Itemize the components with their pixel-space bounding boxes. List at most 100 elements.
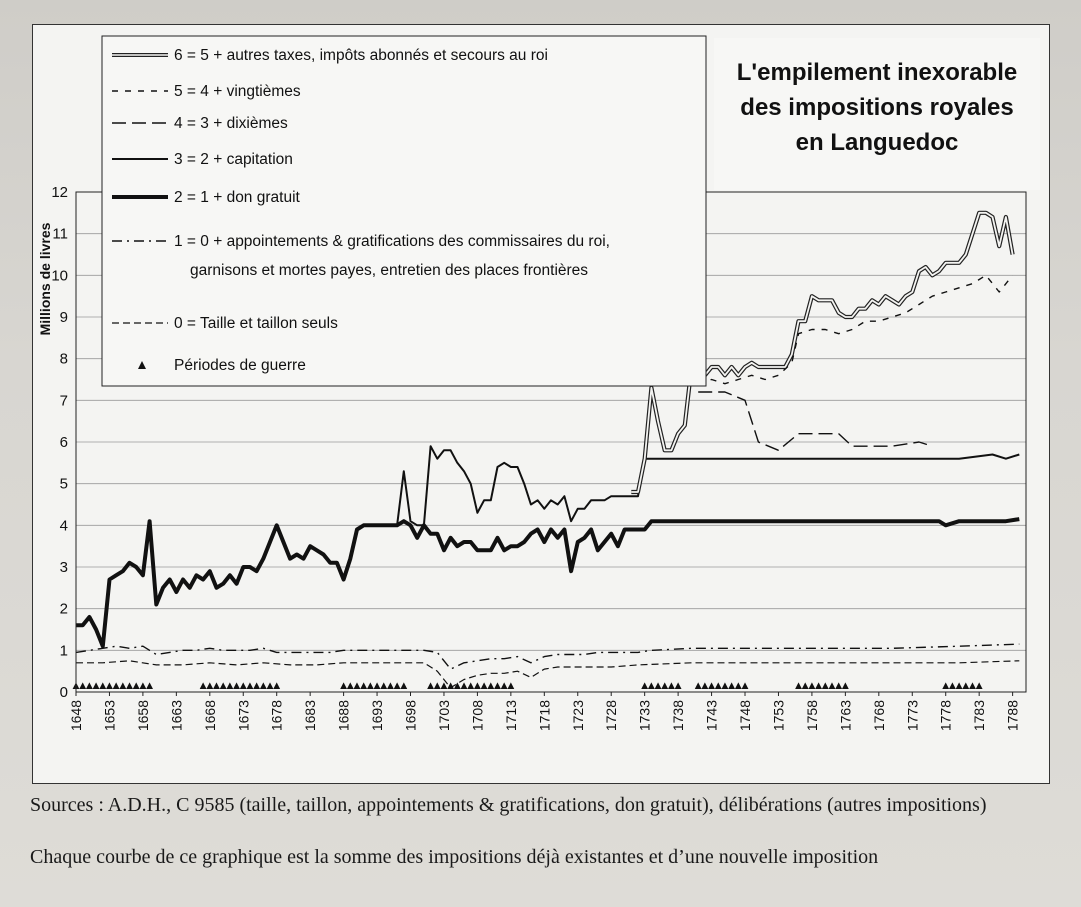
war-period-marker bbox=[494, 682, 501, 689]
war-period-marker bbox=[340, 682, 348, 689]
war-period-marker bbox=[393, 682, 401, 689]
legend-label: 1 = 0 + appointements & gratifications d… bbox=[174, 233, 610, 250]
x-tick-label: 1733 bbox=[637, 700, 653, 731]
war-period-marker bbox=[815, 682, 823, 689]
x-tick-label: 1713 bbox=[503, 700, 519, 731]
war-period-marker bbox=[841, 682, 849, 689]
legend-symbol-triangle bbox=[138, 361, 146, 369]
y-tick-label: 10 bbox=[51, 267, 68, 284]
war-period-marker bbox=[795, 682, 802, 689]
war-period-marker bbox=[828, 682, 836, 689]
war-period-marker bbox=[266, 682, 274, 689]
war-period-marker bbox=[975, 682, 983, 689]
sources-caption: Sources : A.D.H., C 9585 (taille, taillo… bbox=[30, 794, 987, 816]
x-tick-label: 1788 bbox=[1005, 700, 1021, 731]
legend-label: 3 = 2 + capitation bbox=[174, 151, 293, 168]
x-tick-label: 1783 bbox=[971, 700, 987, 731]
war-period-marker bbox=[146, 682, 153, 689]
war-period-marker bbox=[253, 682, 261, 689]
war-period-marker bbox=[507, 682, 515, 689]
war-period-marker bbox=[366, 682, 374, 689]
y-tick-label: 4 bbox=[60, 517, 68, 534]
x-tick-label: 1748 bbox=[737, 700, 753, 731]
legend: 6 = 5 + autres taxes, impôts abonnés et … bbox=[101, 35, 707, 387]
war-period-marker bbox=[360, 682, 368, 689]
war-period-marker bbox=[474, 682, 481, 689]
series-line bbox=[356, 445, 1020, 531]
x-tick-label: 1683 bbox=[302, 700, 318, 731]
x-tick-label: 1673 bbox=[235, 700, 251, 731]
series-line bbox=[76, 660, 1020, 689]
x-tick-label: 1708 bbox=[469, 700, 485, 731]
war-period-marker bbox=[273, 682, 281, 689]
legend-label: 2 = 1 + don gratuit bbox=[174, 189, 301, 206]
war-period-marker bbox=[346, 682, 354, 689]
war-period-marker bbox=[467, 682, 475, 689]
war-period-marker bbox=[226, 682, 234, 689]
y-tick-label: 5 bbox=[60, 476, 68, 493]
war-period-marker bbox=[112, 682, 120, 689]
x-tick-label: 1758 bbox=[804, 700, 820, 731]
legend-label: 0 = Taille et taillon seuls bbox=[174, 315, 338, 332]
war-period-marker bbox=[661, 682, 669, 689]
war-period-marker bbox=[433, 682, 441, 689]
x-tick-label: 1653 bbox=[101, 700, 117, 731]
war-period-marker bbox=[708, 682, 715, 689]
x-tick-label: 1698 bbox=[403, 700, 419, 731]
war-period-marker bbox=[380, 682, 388, 689]
war-period-marker bbox=[132, 682, 140, 689]
war-period-marker bbox=[400, 682, 408, 689]
x-tick-label: 1753 bbox=[770, 700, 786, 731]
war-period-marker bbox=[233, 682, 240, 689]
series-line bbox=[697, 274, 1014, 385]
war-period-marker bbox=[480, 682, 488, 689]
war-period-marker bbox=[199, 682, 207, 689]
war-period-marker bbox=[647, 682, 655, 689]
note-caption: Chaque courbe de ce graphique est la som… bbox=[30, 846, 879, 868]
war-period-marker bbox=[714, 682, 722, 689]
war-period-marker bbox=[106, 682, 113, 689]
war-period-marker bbox=[962, 682, 970, 689]
war-period-marker bbox=[239, 682, 247, 689]
x-tick-label: 1763 bbox=[837, 700, 853, 731]
series-line bbox=[75, 643, 1020, 670]
y-tick-label: 6 bbox=[60, 434, 68, 451]
x-tick-label: 1743 bbox=[704, 700, 720, 731]
war-period-marker bbox=[728, 682, 736, 689]
war-period-marker bbox=[85, 682, 93, 689]
y-tick-label: 11 bbox=[52, 226, 68, 243]
war-period-marker bbox=[654, 682, 662, 689]
x-tick-label: 1718 bbox=[536, 700, 552, 731]
chart-title: L'empilement inexorable des impositions r… bbox=[714, 38, 1040, 190]
title-box bbox=[714, 38, 1040, 190]
x-tick-label: 1773 bbox=[904, 700, 920, 731]
war-period-marker bbox=[99, 682, 107, 689]
war-period-marker bbox=[694, 682, 702, 689]
y-tick-label: 7 bbox=[60, 392, 68, 409]
y-tick-label: 1 bbox=[60, 642, 68, 659]
war-period-marker bbox=[79, 682, 87, 689]
legend-label: 4 = 3 + dixièmes bbox=[174, 115, 288, 132]
war-period-marker bbox=[440, 682, 448, 689]
legend-label-continued: garnisons et mortes payes, entretien des… bbox=[190, 262, 588, 279]
x-tick-label: 1768 bbox=[871, 700, 887, 731]
war-period-marker bbox=[641, 682, 649, 689]
war-period-marker bbox=[259, 682, 267, 689]
y-tick-label: 3 bbox=[60, 559, 68, 576]
war-period-marker bbox=[734, 682, 742, 689]
y-tick-label: 12 bbox=[51, 184, 68, 201]
war-period-marker bbox=[721, 682, 729, 689]
war-period-marker bbox=[139, 682, 147, 689]
war-period-marker bbox=[387, 682, 394, 689]
war-period-marker bbox=[500, 682, 508, 689]
x-tick-label: 1703 bbox=[436, 700, 452, 731]
x-tick-label: 1738 bbox=[670, 700, 686, 731]
x-tick-label: 1658 bbox=[135, 700, 151, 731]
y-tick-label: 0 bbox=[60, 684, 68, 701]
series-line bbox=[76, 517, 1020, 649]
war-period-marker bbox=[969, 682, 976, 689]
war-period-marker bbox=[453, 682, 461, 689]
x-tick-label: 1723 bbox=[570, 700, 586, 731]
war-period-marker bbox=[373, 682, 381, 689]
